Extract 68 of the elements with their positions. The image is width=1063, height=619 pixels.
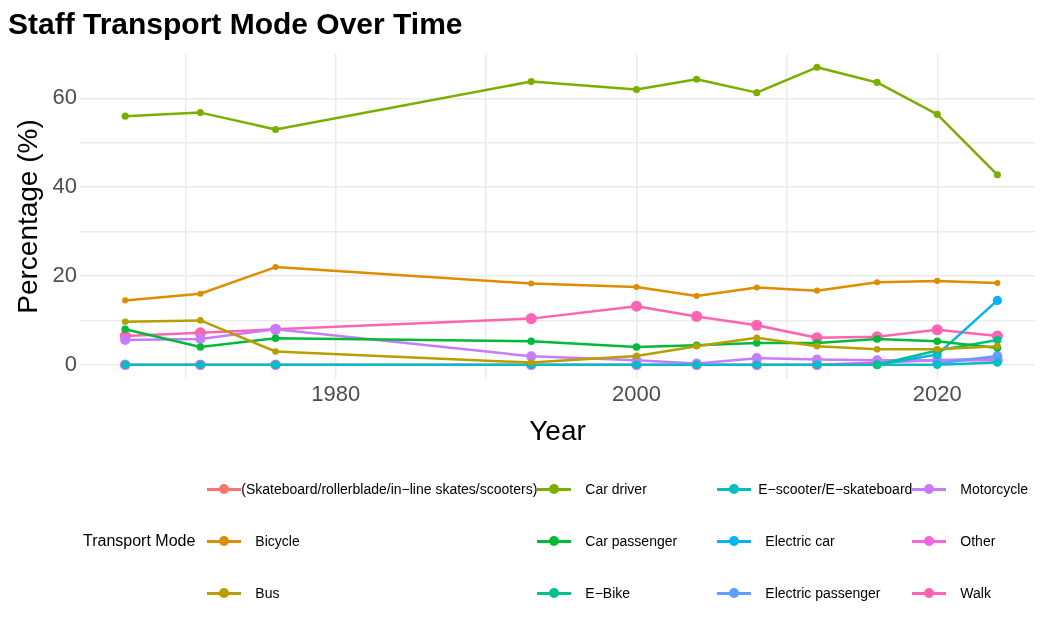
x-tick-label: 2020 xyxy=(912,381,962,407)
point xyxy=(993,335,1002,344)
x-tick-label: 1980 xyxy=(311,381,361,407)
x-tick-label: 2000 xyxy=(612,381,661,407)
point xyxy=(122,297,129,304)
y-tick-label: 20 xyxy=(52,262,78,288)
point xyxy=(121,112,129,120)
point xyxy=(813,287,820,294)
legend-title: Transport Mode xyxy=(83,532,196,550)
point xyxy=(873,345,881,353)
point xyxy=(753,334,761,342)
point xyxy=(934,277,941,284)
point xyxy=(195,333,206,345)
legend-label: Bicycle xyxy=(255,533,300,549)
legend-label: Electric car xyxy=(765,533,835,549)
legend-label: Bus xyxy=(255,585,280,601)
point xyxy=(691,310,703,322)
chart-title: Staff Transport Mode Over Time xyxy=(8,7,463,41)
point xyxy=(121,325,129,334)
point xyxy=(272,264,279,271)
point xyxy=(120,334,131,345)
point xyxy=(753,89,761,97)
point xyxy=(873,78,881,86)
point xyxy=(753,284,760,291)
legend-label: (Skateboard/rollerblade/in−line skates/scooters) xyxy=(241,481,538,497)
legend-label: Motorcycle xyxy=(960,481,1029,497)
point xyxy=(197,290,204,297)
point xyxy=(693,292,700,300)
point xyxy=(121,318,129,326)
point xyxy=(993,171,1001,179)
point xyxy=(196,109,204,117)
point xyxy=(813,63,821,71)
point xyxy=(527,337,536,346)
point xyxy=(632,343,641,351)
x-axis-title: Year xyxy=(529,414,586,446)
legend-label: Walk xyxy=(960,585,991,601)
point xyxy=(751,319,763,331)
point xyxy=(693,75,701,83)
point xyxy=(933,110,941,118)
point xyxy=(873,335,881,343)
point xyxy=(633,352,640,360)
y-tick-label: 60 xyxy=(52,84,78,110)
legend-label: E−Bike xyxy=(585,585,631,601)
point xyxy=(527,359,535,366)
point xyxy=(630,300,643,312)
point xyxy=(525,313,537,325)
point xyxy=(528,280,535,287)
point xyxy=(272,348,279,355)
point xyxy=(931,324,943,336)
y-tick-label: 0 xyxy=(64,350,78,376)
point xyxy=(271,334,280,342)
legend-label: E−scooter/E−skateboard xyxy=(758,481,913,497)
legend-label: Other xyxy=(960,533,996,549)
point xyxy=(874,279,881,286)
point xyxy=(633,284,640,291)
point xyxy=(933,337,942,346)
point xyxy=(272,125,280,134)
legend-label: Car passenger xyxy=(585,533,678,549)
point xyxy=(197,317,204,324)
y-axis-title: Percentage (%) xyxy=(11,119,43,314)
point xyxy=(527,77,535,86)
point xyxy=(992,295,1002,305)
point xyxy=(994,280,1001,287)
point xyxy=(196,343,205,351)
point xyxy=(632,85,641,94)
legend-label: Car driver xyxy=(585,481,647,497)
y-tick-label: 40 xyxy=(52,173,78,199)
legend-label: Electric passenger xyxy=(765,585,881,601)
